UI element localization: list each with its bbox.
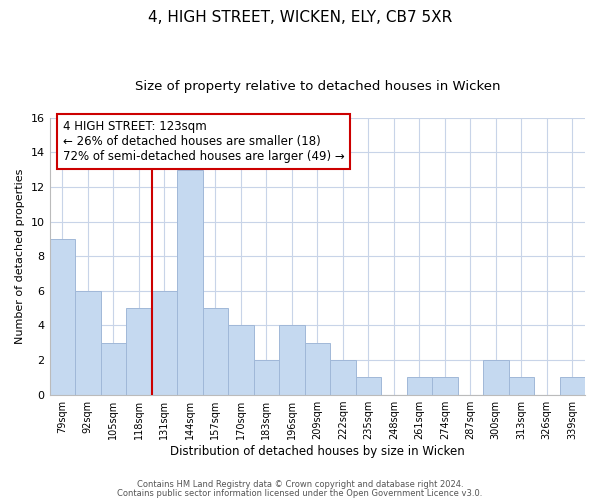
Bar	[483, 360, 509, 394]
Bar	[75, 291, 101, 395]
Bar	[560, 378, 585, 394]
Bar	[203, 308, 228, 394]
Bar	[407, 378, 432, 394]
Bar	[126, 308, 152, 394]
Text: 4 HIGH STREET: 123sqm
← 26% of detached houses are smaller (18)
72% of semi-deta: 4 HIGH STREET: 123sqm ← 26% of detached …	[63, 120, 344, 164]
Text: Contains HM Land Registry data © Crown copyright and database right 2024.: Contains HM Land Registry data © Crown c…	[137, 480, 463, 489]
Bar	[305, 342, 330, 394]
Bar	[228, 326, 254, 394]
Text: Contains public sector information licensed under the Open Government Licence v3: Contains public sector information licen…	[118, 488, 482, 498]
Bar	[152, 291, 177, 395]
Bar	[509, 378, 534, 394]
Bar	[279, 326, 305, 394]
Bar	[101, 342, 126, 394]
Title: Size of property relative to detached houses in Wicken: Size of property relative to detached ho…	[134, 80, 500, 93]
Bar	[254, 360, 279, 394]
Bar	[50, 239, 75, 394]
Bar	[432, 378, 458, 394]
Y-axis label: Number of detached properties: Number of detached properties	[15, 168, 25, 344]
Text: 4, HIGH STREET, WICKEN, ELY, CB7 5XR: 4, HIGH STREET, WICKEN, ELY, CB7 5XR	[148, 10, 452, 25]
Bar	[356, 378, 381, 394]
Bar	[330, 360, 356, 394]
Bar	[177, 170, 203, 394]
X-axis label: Distribution of detached houses by size in Wicken: Distribution of detached houses by size …	[170, 444, 464, 458]
